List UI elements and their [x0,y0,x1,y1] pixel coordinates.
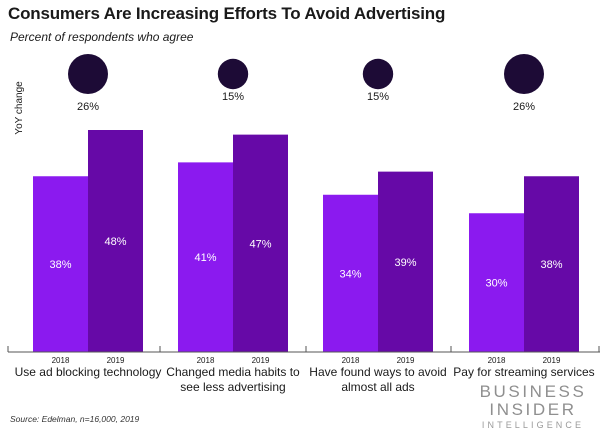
logo-line-insider: INSIDER [489,400,577,419]
bar-2018-1 [33,176,88,352]
logo-line-intelligence: INTELLIGENCE [481,420,585,430]
bar-value-label: 30% [485,278,507,290]
bar-2018-2 [178,162,233,352]
bar-2018-3 [323,194,378,352]
bar-2019-3 [378,171,433,352]
bar-value-label: 47% [249,238,271,250]
x-tick-label: 2019 [397,356,415,365]
category-label: Pay for streaming services [453,365,594,379]
x-tick-label: 2018 [488,356,506,365]
yoy-value-label: 15% [367,91,389,103]
yoy-bubble-3 [362,58,394,90]
chart-subtitle: Percent of respondents who agree [10,30,194,44]
x-tick-label: 2019 [252,356,270,365]
yoy-value-label: 26% [513,101,535,113]
category-label: Have found ways to avoid [309,365,446,379]
yoy-change-label: YoY change [14,81,25,135]
yoy-value-label: 26% [77,101,99,113]
source-note: Source: Edelman, n=16,000, 2019 [10,414,140,424]
yoy-value-label: 15% [222,91,244,103]
x-tick-label: 2019 [543,356,561,365]
yoy-bubble-4 [504,54,544,94]
x-tick-label: 2019 [107,356,125,365]
bar-2019-4 [524,176,579,352]
category-label: Changed media habits to [166,365,300,379]
x-tick-label: 2018 [52,356,70,365]
bar-value-label: 41% [194,252,216,264]
bar-2019-2 [233,134,288,352]
category-label: see less advertising [180,380,285,394]
bar-value-label: 38% [540,259,562,271]
bar-value-label: 39% [394,257,416,269]
business-insider-logo: BUSINESS INSIDER INTELLIGENCE [463,383,603,431]
yoy-bubble-2 [217,58,249,90]
category-label: Use ad blocking technology [15,365,162,379]
bar-2019-1 [88,130,143,352]
yoy-bubble-1 [68,54,108,94]
bar-value-label: 48% [104,236,126,248]
category-label: almost all ads [341,380,414,394]
bar-value-label: 38% [49,259,71,271]
x-tick-label: 2018 [342,356,360,365]
logo-line-business: BUSINESS [479,382,587,401]
x-tick-label: 2018 [197,356,215,365]
bar-2018-4 [469,213,524,352]
bar-value-label: 34% [339,268,361,280]
chart-title: Consumers Are Increasing Efforts To Avoi… [8,4,446,23]
